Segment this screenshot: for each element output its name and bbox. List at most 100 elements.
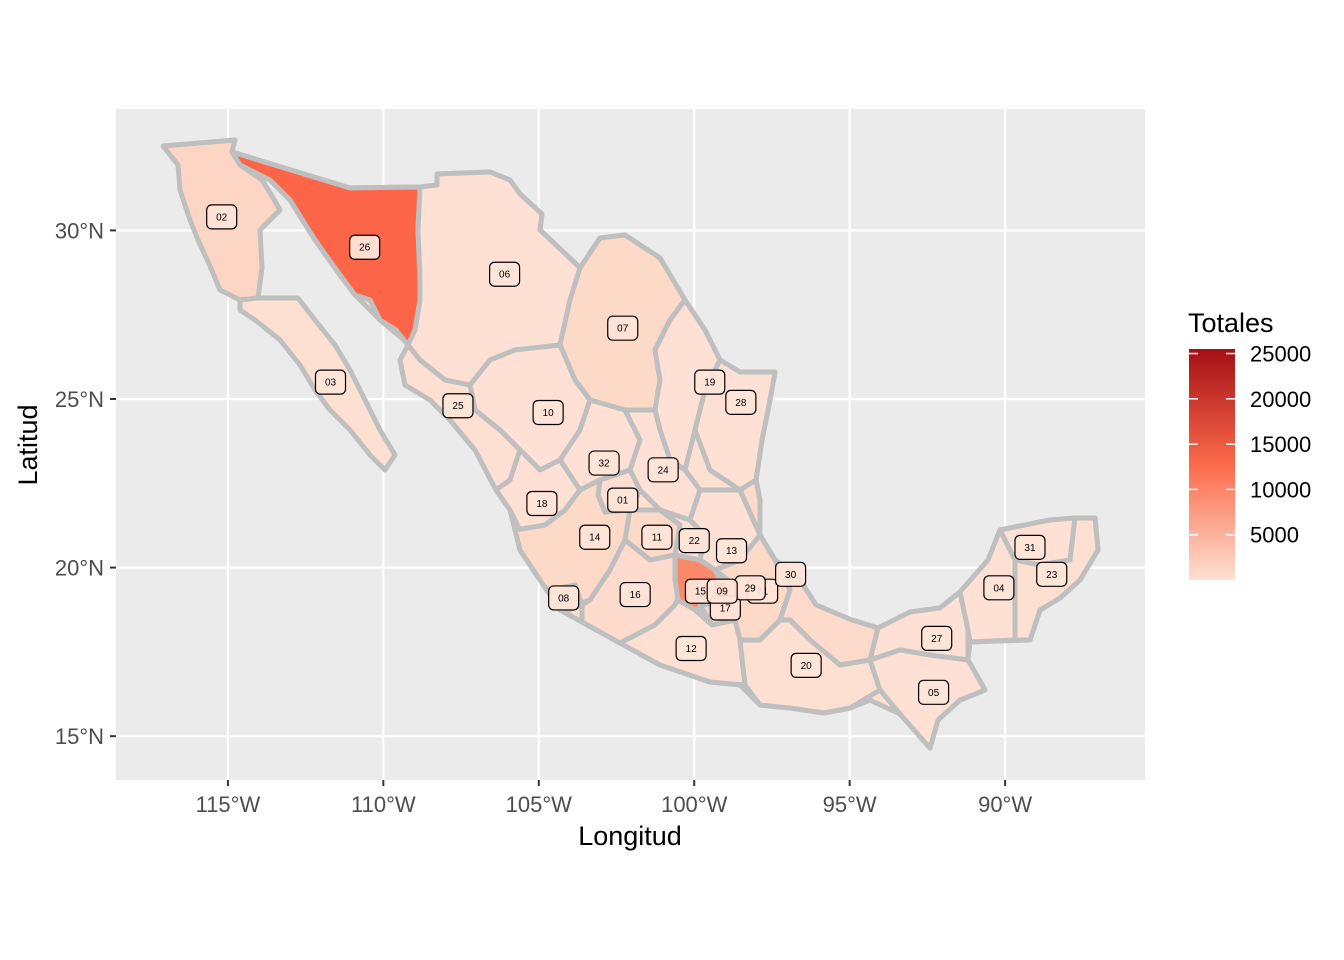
legend-tick-label: 10000 — [1250, 477, 1311, 502]
y-axis: 15°N 20°N 25°N 30°N — [55, 218, 116, 749]
region-label-box — [349, 234, 381, 260]
region-label-05: 05 — [918, 679, 950, 705]
y-tick-label: 30°N — [55, 218, 104, 243]
region-label-11: 11 — [641, 524, 673, 550]
x-tick-label: 95°W — [823, 792, 877, 817]
region-label-10: 10 — [532, 399, 564, 426]
x-tick-label: 115°W — [196, 792, 261, 817]
region-label-box — [1014, 534, 1046, 560]
region-label-28: 28 — [725, 389, 757, 415]
region-label-box — [675, 635, 707, 662]
region-label-26: 26 — [349, 234, 381, 260]
x-axis: 115°W 110°W 105°W 100°W 95°W 90°W — [196, 780, 1032, 817]
x-axis-title: Longitud — [578, 821, 682, 851]
region-label-text: 15 — [695, 587, 707, 598]
legend: Totales 25000 20000 15000 10000 5000 — [1188, 308, 1311, 580]
legend-tick-label: 5000 — [1250, 523, 1299, 548]
region-label-box — [442, 393, 474, 419]
region-label-box — [607, 315, 639, 341]
region-label-32: 32 — [588, 450, 620, 476]
region-label-box — [206, 204, 238, 230]
region-label-box — [715, 538, 748, 564]
y-tick-label: 15°N — [55, 724, 104, 749]
region-label-text: 27 — [931, 634, 943, 645]
region-label-text: 24 — [658, 465, 670, 476]
region-label-text: 20 — [801, 661, 813, 672]
region-label-31: 31 — [1014, 534, 1046, 560]
region-label-box — [1036, 561, 1068, 587]
region-label-18: 18 — [526, 490, 558, 517]
region-label-text: 04 — [993, 583, 1005, 594]
region-label-text: 17 — [720, 604, 732, 615]
region-label-box — [790, 652, 822, 678]
region-label-box — [678, 527, 710, 554]
region-label-box — [775, 561, 807, 587]
region-label-box — [607, 487, 639, 513]
legend-ticks: 25000 20000 15000 10000 5000 — [1189, 342, 1311, 548]
y-axis-title: Latitud — [13, 404, 43, 485]
region-label-03: 03 — [314, 369, 347, 395]
region-label-text: 07 — [617, 324, 629, 335]
region-label-24: 24 — [647, 457, 679, 483]
x-tick-label: 100°W — [661, 792, 728, 817]
region-label-text: 14 — [589, 533, 601, 544]
region-label-09: 09 — [706, 578, 738, 604]
region-label-box — [921, 625, 953, 651]
legend-tick-label: 20000 — [1250, 387, 1311, 412]
region-label-box — [488, 261, 521, 287]
region-label-27: 27 — [921, 625, 953, 651]
region-label-text: 23 — [1046, 570, 1058, 581]
region-label-text: 32 — [599, 459, 611, 470]
region-label-19: 19 — [694, 369, 726, 395]
region-label-06: 06 — [488, 261, 521, 287]
region-label-box — [694, 369, 726, 395]
region-label-text: 05 — [928, 688, 940, 699]
region-label-box — [619, 581, 651, 608]
region-label-25: 25 — [442, 393, 474, 419]
region-label-text: 29 — [745, 583, 757, 594]
region-label-box — [532, 399, 564, 426]
region-label-box — [706, 578, 738, 604]
region-label-box — [983, 575, 1015, 601]
region-label-box — [725, 389, 757, 415]
region-label-box — [647, 457, 679, 483]
region-label-text: 16 — [630, 590, 642, 601]
y-tick-label: 20°N — [55, 556, 104, 581]
region-label-text: 06 — [499, 270, 511, 281]
region-label-07: 07 — [607, 315, 639, 341]
region-label-text: 12 — [686, 644, 698, 655]
region-label-box — [579, 524, 611, 550]
region-label-30: 30 — [775, 561, 807, 587]
x-tick-label: 90°W — [978, 792, 1032, 817]
region-label-20: 20 — [790, 652, 822, 678]
region-label-16: 16 — [619, 581, 651, 608]
legend-title: Totales — [1188, 308, 1274, 338]
region-label-box — [918, 679, 950, 705]
x-tick-label: 105°W — [506, 792, 573, 817]
region-label-text: 31 — [1024, 543, 1036, 554]
region-label-text: 10 — [543, 408, 555, 419]
region-label-22: 22 — [678, 527, 710, 554]
region-label-08: 08 — [548, 585, 580, 611]
x-tick-label: 110°W — [351, 792, 416, 817]
region-label-box — [548, 585, 580, 611]
region-label-text: 19 — [704, 378, 716, 389]
legend-tick-label: 25000 — [1250, 342, 1311, 367]
legend-tick-label: 15000 — [1250, 432, 1311, 457]
region-label-text: 03 — [325, 378, 337, 389]
region-label-box — [588, 450, 620, 476]
region-label-text: 22 — [689, 536, 701, 547]
region-label-14: 14 — [579, 524, 611, 550]
region-label-text: 18 — [536, 499, 548, 510]
region-label-box — [526, 490, 558, 517]
region-label-text: 01 — [617, 496, 629, 507]
region-label-01: 01 — [607, 487, 639, 513]
region-label-29: 29 — [734, 575, 766, 601]
region-label-text: 13 — [726, 546, 738, 557]
region-label-text: 09 — [717, 587, 729, 598]
region-label-13: 13 — [715, 538, 748, 564]
region-label-box — [641, 524, 673, 550]
region-label-text: 08 — [558, 593, 570, 604]
